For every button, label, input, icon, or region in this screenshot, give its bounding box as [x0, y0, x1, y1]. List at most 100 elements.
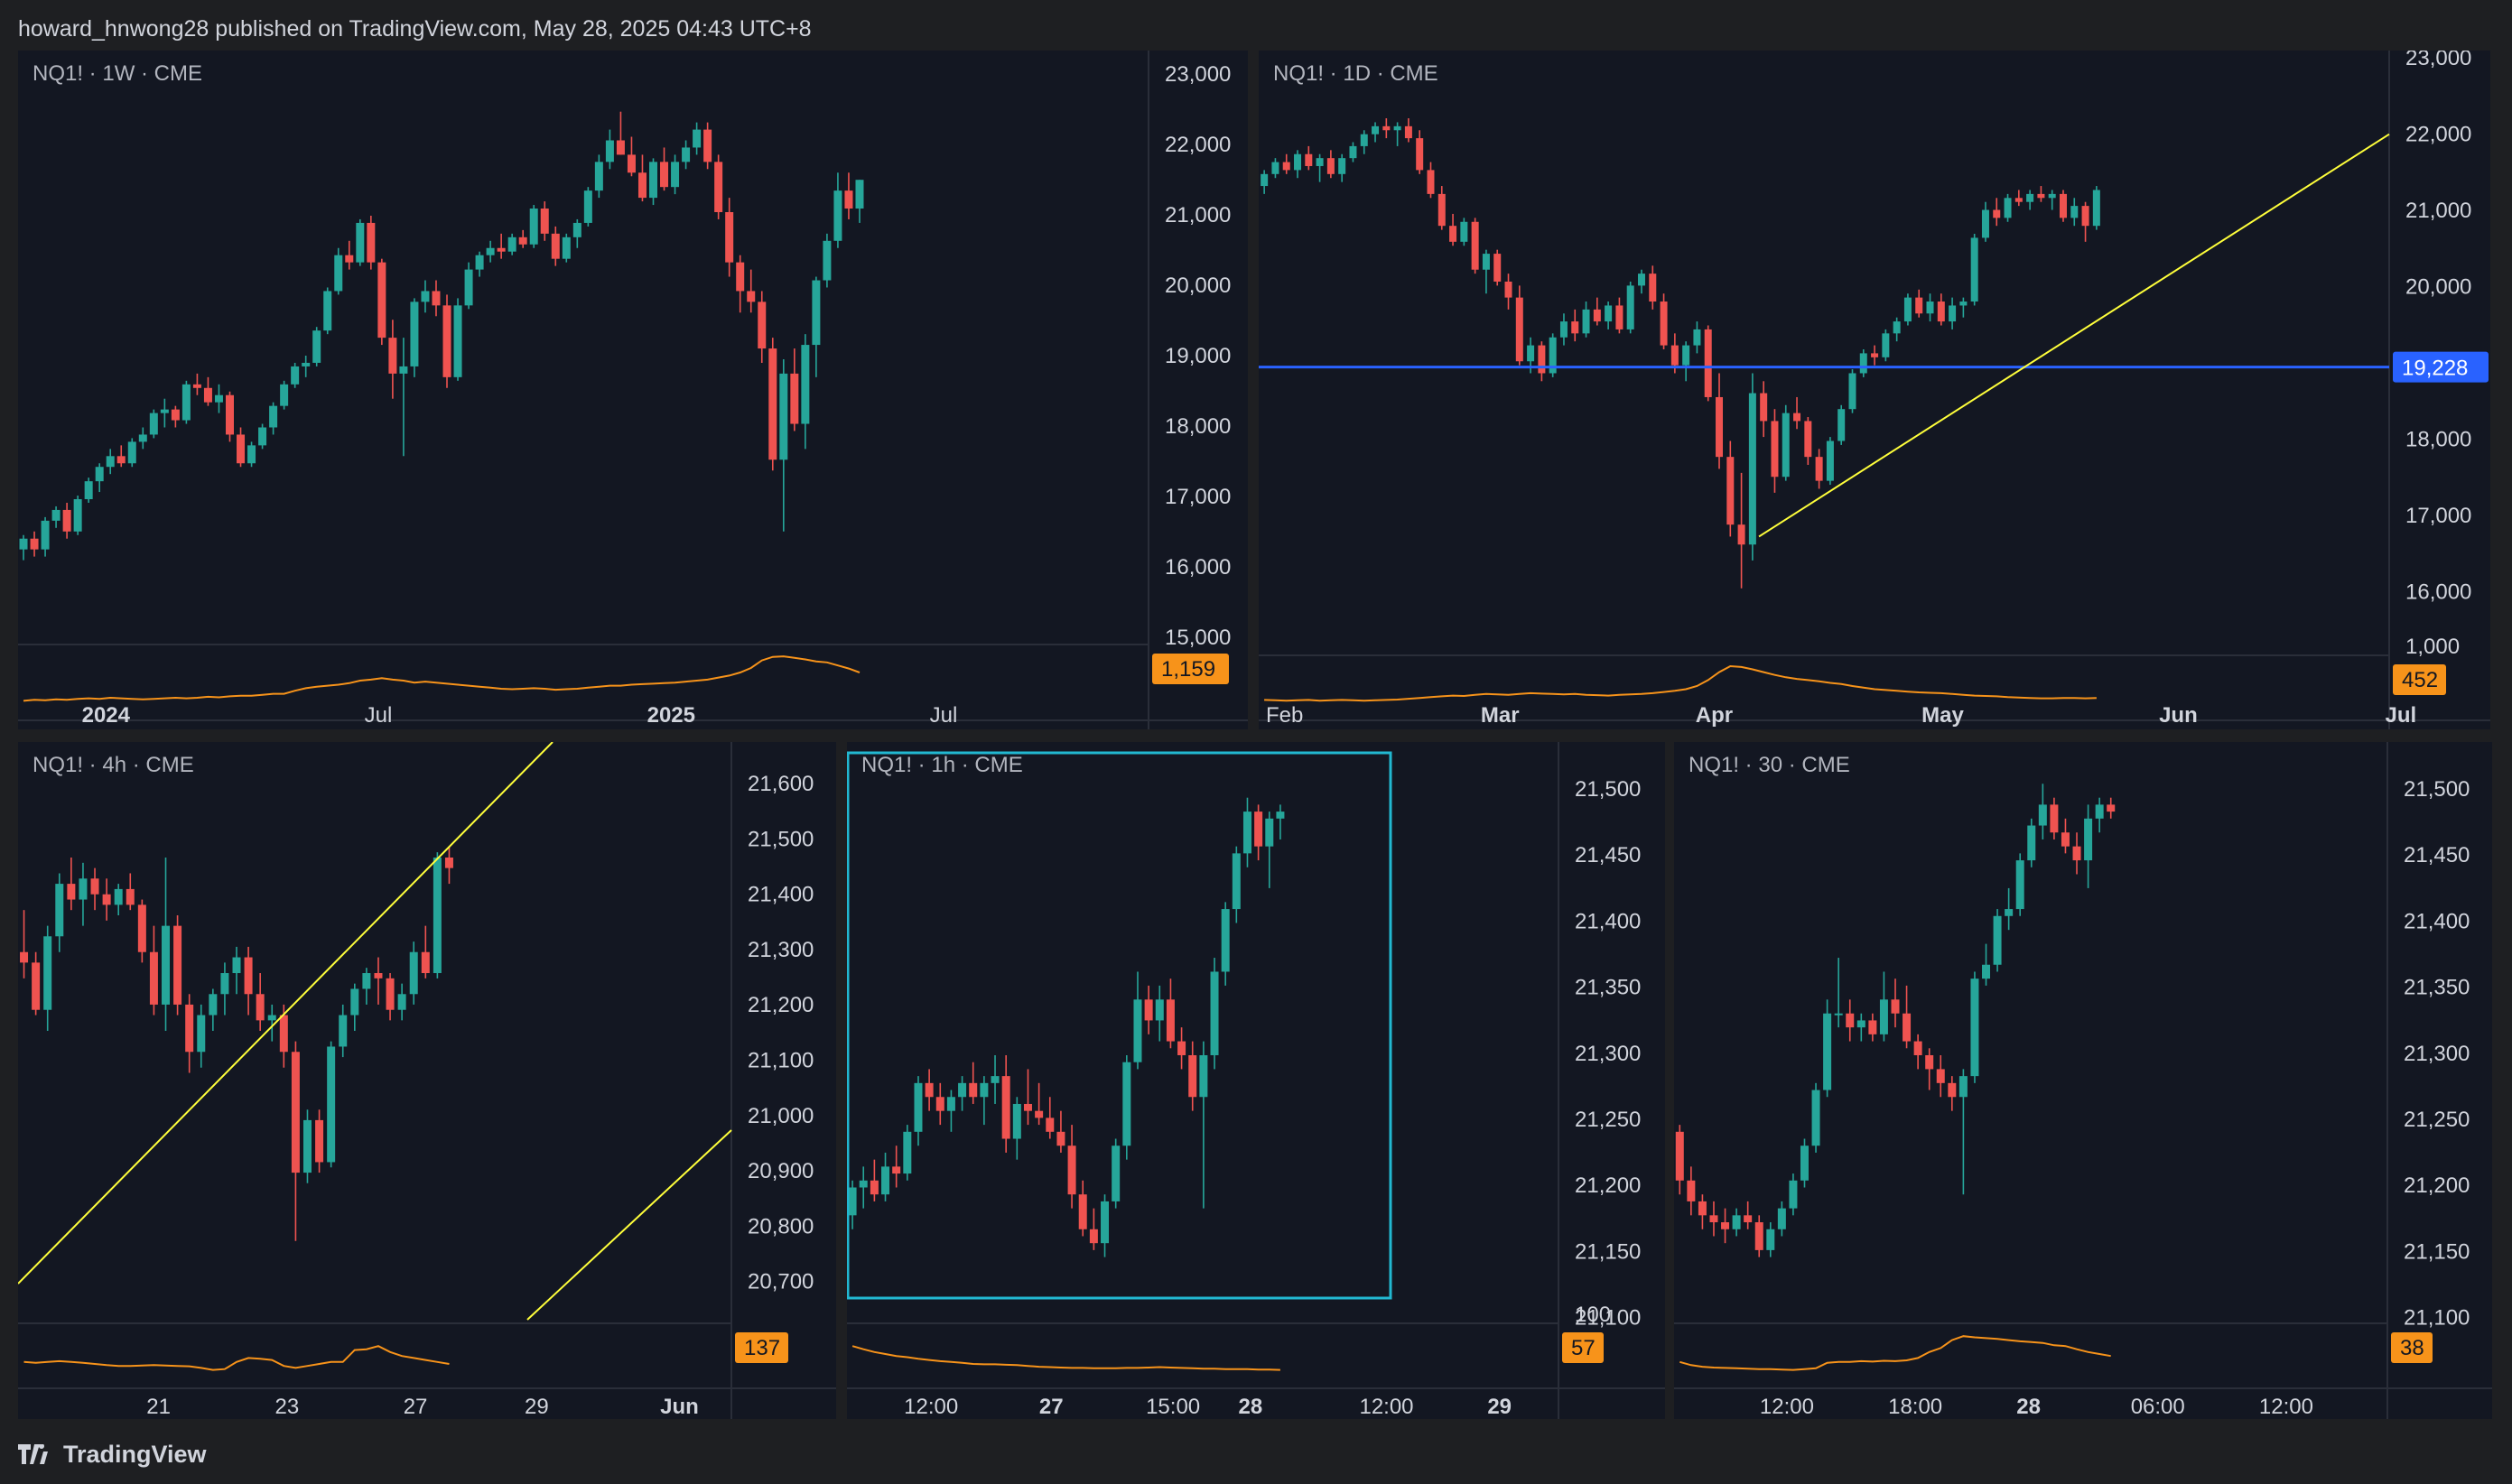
- candle-body: [315, 1119, 324, 1163]
- chart-weekly-canvas[interactable]: 23,000 22,000 21,000 20,000 19,000 18,000 17,0…: [18, 51, 1248, 729]
- candle-body: [171, 409, 180, 421]
- candle-body: [1670, 345, 1679, 366]
- candle-body: [1949, 305, 1957, 322]
- chart-pane-4h[interactable]: 21,600 21,500 21,400 21,300 21,200 21,100 21,0…: [18, 742, 836, 1419]
- candle-body: [247, 445, 256, 464]
- price-tick-label: 22,000: [1165, 133, 1231, 157]
- chart-4h-canvas[interactable]: 21,600 21,500 21,400 21,300 21,200 21,100 21,0…: [18, 742, 836, 1419]
- trendline[interactable]: [1758, 133, 2390, 538]
- chart-30m-canvas[interactable]: 21,500 21,450 21,400 21,350 21,300 21,250 21,2…: [1674, 742, 2492, 1419]
- price-tick-label: 21,400: [1575, 909, 1641, 933]
- candle-body: [2048, 193, 2056, 199]
- price-tick-label: 16,000: [2405, 580, 2471, 605]
- candle-body: [1404, 125, 1412, 139]
- candle-body: [2005, 909, 2014, 916]
- candle-body: [1937, 301, 1945, 322]
- candle-body: [2015, 860, 2024, 910]
- time-tick-label: 18:00: [1888, 1395, 1942, 1419]
- price-tick-label: 19,000: [1165, 344, 1231, 368]
- price-tick-label: 21,300: [1575, 1042, 1641, 1066]
- candle-body: [2004, 198, 2012, 218]
- candle-body: [19, 538, 28, 550]
- tradingview-brand: TradingView: [63, 1440, 207, 1468]
- candle-body: [327, 1046, 336, 1163]
- candle-body: [2107, 804, 2116, 812]
- price-tick-label: 21,100: [2404, 1306, 2470, 1331]
- chart-pane-1h[interactable]: 21,500 21,450 21,400 21,350 21,300 21,250 21,2…: [847, 742, 1665, 1419]
- candle-body: [1848, 373, 1856, 410]
- candle-body: [844, 190, 853, 209]
- price-tick-label: 18,000: [2405, 428, 2471, 452]
- candle-body: [1721, 1222, 1730, 1229]
- candle-body: [594, 162, 603, 191]
- candle-body: [1970, 979, 1979, 1077]
- time-tick-label: 28: [1239, 1395, 1263, 1419]
- candle-body: [1527, 345, 1535, 362]
- candle-body: [1748, 393, 1756, 545]
- volume-line: [1264, 664, 2097, 702]
- trendline-parallel[interactable]: [526, 1129, 732, 1321]
- candle-body: [507, 237, 516, 252]
- candle-body: [870, 1180, 879, 1195]
- selection-rectangle[interactable]: [847, 751, 1392, 1300]
- price-level-text: 19,228: [2402, 357, 2468, 381]
- chart-1h-canvas[interactable]: 21,500 21,450 21,400 21,350 21,300 21,250 21,2…: [847, 742, 1665, 1419]
- candle-body: [374, 973, 383, 979]
- volume-value-text: 57: [1571, 1336, 1596, 1360]
- candle-body: [1449, 226, 1457, 242]
- candle-body: [1637, 274, 1645, 286]
- candle-body: [529, 209, 538, 245]
- candle-body: [1913, 1041, 1922, 1055]
- candle-body: [1903, 297, 1912, 322]
- candle-body: [518, 237, 527, 245]
- chart-pane-daily[interactable]: 23,00022,00021,00020,00019,00018,00017,0…: [1259, 51, 2490, 729]
- candle-body: [1660, 301, 1668, 346]
- candle-body: [1811, 1090, 1820, 1146]
- candle-body: [1675, 1131, 1684, 1181]
- price-tick-label: 20,700: [748, 1270, 814, 1294]
- candle-body: [2037, 193, 2045, 199]
- time-tick-label: Jul: [365, 703, 393, 728]
- volume-line: [1679, 1335, 2111, 1371]
- candles: [1675, 784, 2116, 1257]
- candle-body: [855, 180, 864, 209]
- candle-body: [637, 172, 647, 199]
- chart-daily-canvas[interactable]: 23,00022,00021,00020,00019,00018,00017,0…: [1259, 51, 2490, 729]
- candle-body: [1891, 999, 1900, 1014]
- candle-body: [323, 291, 332, 331]
- candle-body: [693, 129, 702, 148]
- candle-body: [1777, 1208, 1786, 1229]
- volume-axis-label: 1,000: [2405, 635, 2460, 659]
- price-tick-label: 21,400: [748, 883, 814, 907]
- candle-body: [1879, 999, 1888, 1034]
- candle-body: [925, 1082, 934, 1098]
- candle-body: [1416, 138, 1424, 171]
- candle-body: [1144, 999, 1153, 1021]
- candle-body: [1023, 1103, 1032, 1111]
- candles: [1261, 118, 2100, 589]
- candle-body: [703, 129, 712, 162]
- candle-body: [1709, 1215, 1718, 1223]
- price-tick-label: 21,500: [748, 827, 814, 851]
- candle-body: [220, 973, 229, 995]
- candle-body: [2059, 193, 2067, 218]
- chart-pane-weekly[interactable]: 23,000 22,000 21,000 20,000 19,000 18,000 17,0…: [18, 51, 1248, 729]
- candle-body: [1859, 353, 1867, 374]
- candle-body: [339, 1015, 348, 1047]
- candle-body: [2014, 198, 2023, 202]
- candle-body: [2095, 804, 2104, 819]
- candle-body: [1826, 441, 1834, 481]
- volume-axis-label: 100: [1575, 1303, 1611, 1327]
- trendline[interactable]: [18, 742, 554, 1285]
- candle-body: [149, 413, 158, 435]
- candle-body: [1101, 1201, 1110, 1244]
- time-tick-label: May: [1921, 703, 1964, 728]
- chart-pane-30m[interactable]: 21,500 21,450 21,400 21,350 21,300 21,250 21,2…: [1674, 742, 2492, 1419]
- candle-body: [1254, 812, 1263, 847]
- time-tick-label: 12:00: [1359, 1395, 1413, 1419]
- candle-body: [421, 951, 430, 973]
- candle-body: [256, 994, 265, 1021]
- candle-body: [1882, 333, 1890, 357]
- candle-body: [790, 373, 799, 424]
- time-tick-label: Jun: [660, 1395, 699, 1419]
